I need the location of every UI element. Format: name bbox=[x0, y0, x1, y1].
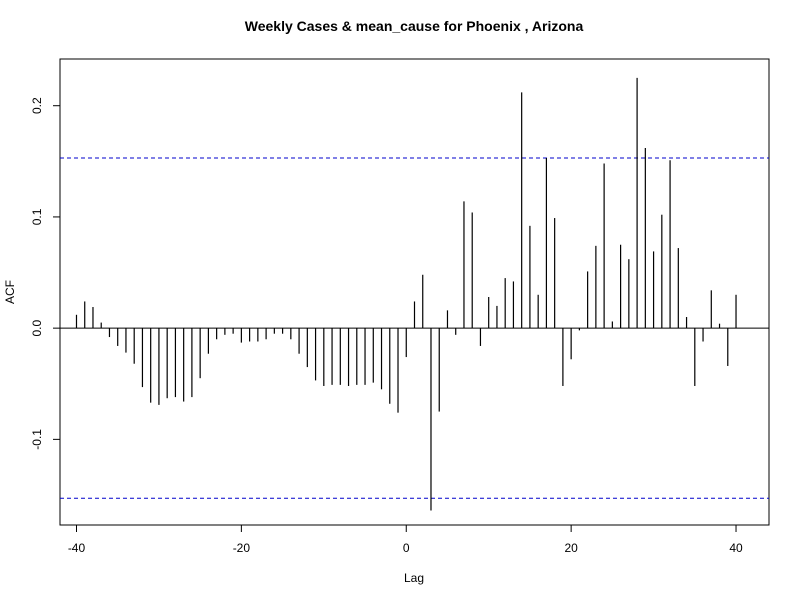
y-tick-label: 0.0 bbox=[30, 319, 44, 336]
x-tick-label: -40 bbox=[68, 541, 86, 555]
x-tick-label: 20 bbox=[564, 541, 578, 555]
chart-title: Weekly Cases & mean_cause for Phoenix , … bbox=[245, 18, 584, 34]
y-axis-label: ACF bbox=[3, 280, 17, 304]
x-axis-label: Lag bbox=[404, 571, 424, 585]
x-tick-label: -20 bbox=[233, 541, 251, 555]
y-tick-label: 0.2 bbox=[30, 97, 44, 114]
y-tick-label: 0.1 bbox=[30, 208, 44, 225]
x-tick-label: 0 bbox=[403, 541, 410, 555]
plot-area: -40 -20 0 20 40 -0.1 0.0 0.1 0.2 bbox=[30, 58, 770, 555]
plot-frame bbox=[59, 58, 770, 526]
x-tick-label: 40 bbox=[729, 541, 743, 555]
y-tick-label: -0.1 bbox=[30, 429, 44, 450]
